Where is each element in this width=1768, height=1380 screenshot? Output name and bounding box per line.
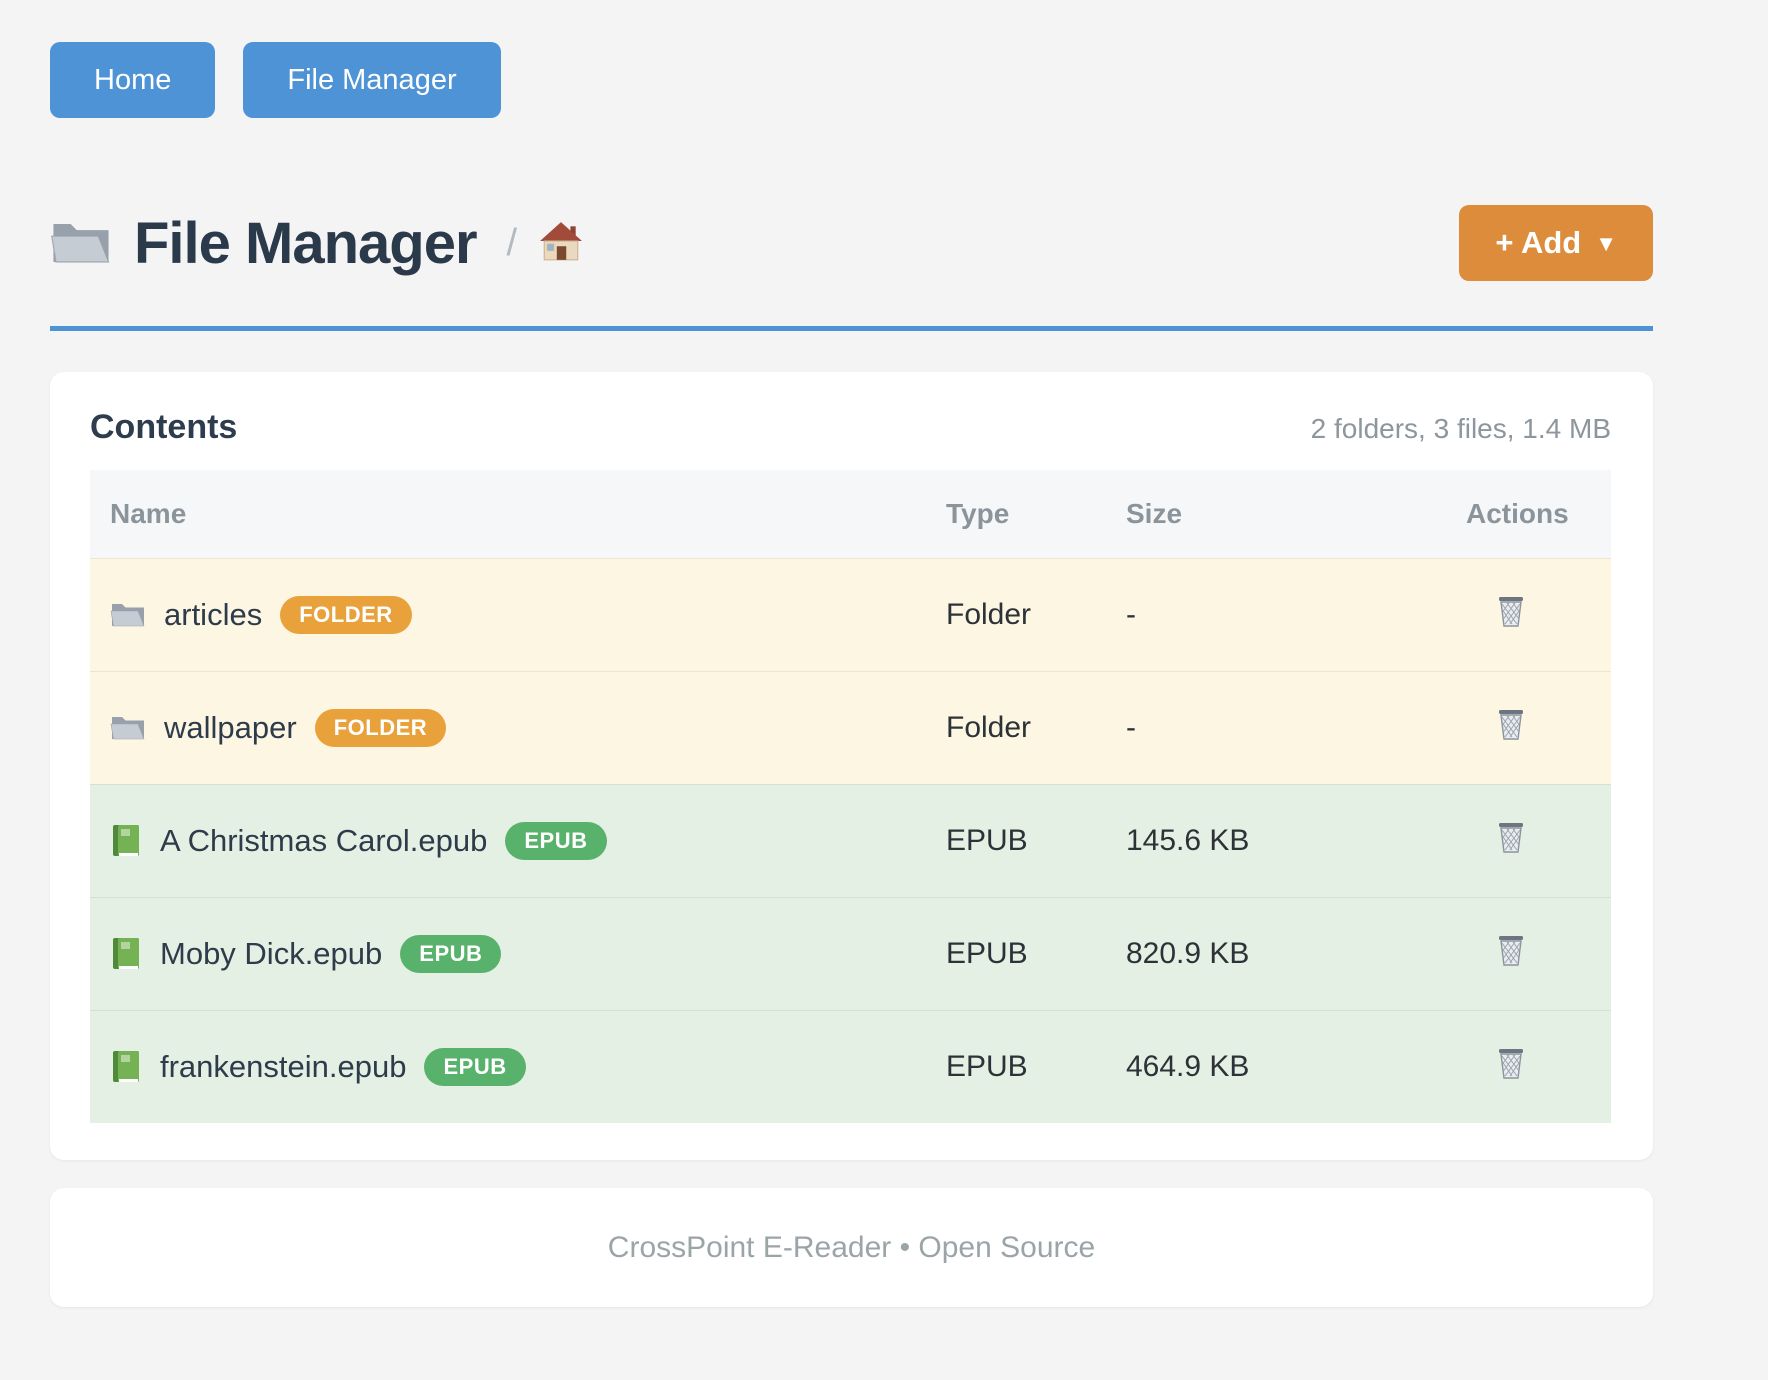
file-name[interactable]: frankenstein.epub bbox=[160, 1049, 406, 1085]
trash-icon bbox=[1494, 593, 1528, 629]
table-header-row: Name Type Size Actions bbox=[90, 470, 1611, 558]
green-book-icon bbox=[110, 823, 142, 859]
table-row[interactable]: Moby Dick.epub EPUB EPUB 820.9 KB bbox=[90, 897, 1611, 1010]
trash-icon bbox=[1494, 706, 1528, 742]
breadcrumb: File Manager / bbox=[50, 210, 583, 277]
page: Home File Manager File Manager / bbox=[50, 0, 1653, 1307]
type-cell-value: Folder bbox=[946, 558, 1126, 671]
trash-icon bbox=[1494, 1045, 1528, 1081]
footer-text: CrossPoint E-Reader • Open Source bbox=[608, 1231, 1095, 1265]
trash-icon bbox=[1494, 932, 1528, 968]
green-book-icon bbox=[110, 1049, 142, 1085]
delete-button[interactable] bbox=[1494, 819, 1528, 855]
contents-summary: 2 folders, 3 files, 1.4 MB bbox=[1311, 413, 1611, 445]
column-header-name: Name bbox=[90, 470, 946, 558]
delete-button[interactable] bbox=[1494, 706, 1528, 742]
type-badge: EPUB bbox=[505, 822, 606, 860]
trash-icon bbox=[1494, 819, 1528, 855]
house-icon bbox=[539, 220, 583, 267]
contents-heading: Contents bbox=[90, 408, 237, 447]
table-row[interactable]: A Christmas Carol.epub EPUB EPUB 145.6 K… bbox=[90, 784, 1611, 897]
file-table: Name Type Size Actions articles FOLDER bbox=[90, 470, 1611, 1123]
header-divider bbox=[50, 326, 1653, 331]
table-row[interactable]: frankenstein.epub EPUB EPUB 464.9 KB bbox=[90, 1010, 1611, 1123]
file-table-body: articles FOLDER Folder - bbox=[90, 558, 1611, 1123]
add-button-label: + Add bbox=[1495, 225, 1581, 261]
folder-icon bbox=[110, 600, 146, 630]
size-cell-value: - bbox=[1126, 558, 1466, 671]
type-badge: EPUB bbox=[400, 935, 501, 973]
folder-icon bbox=[110, 713, 146, 743]
type-cell-value: Folder bbox=[946, 671, 1126, 784]
column-header-actions: Actions bbox=[1466, 470, 1611, 558]
caret-down-icon: ▼ bbox=[1595, 231, 1617, 257]
type-badge: FOLDER bbox=[280, 596, 411, 634]
type-badge: EPUB bbox=[424, 1048, 525, 1086]
file-name[interactable]: wallpaper bbox=[164, 710, 297, 746]
page-title: File Manager bbox=[134, 210, 477, 277]
size-cell-value: 464.9 KB bbox=[1126, 1010, 1466, 1123]
file-name[interactable]: A Christmas Carol.epub bbox=[160, 823, 487, 859]
breadcrumb-separator: / bbox=[507, 222, 518, 265]
top-nav: Home File Manager bbox=[50, 0, 1653, 118]
file-name[interactable]: articles bbox=[164, 597, 262, 633]
table-row[interactable]: wallpaper FOLDER Folder - bbox=[90, 671, 1611, 784]
footer: CrossPoint E-Reader • Open Source bbox=[50, 1188, 1653, 1307]
type-badge: FOLDER bbox=[315, 709, 446, 747]
breadcrumb-home-link[interactable] bbox=[539, 220, 583, 267]
folder-icon bbox=[50, 217, 112, 269]
delete-button[interactable] bbox=[1494, 1045, 1528, 1081]
delete-button[interactable] bbox=[1494, 593, 1528, 629]
green-book-icon bbox=[110, 936, 142, 972]
size-cell-value: - bbox=[1126, 671, 1466, 784]
page-header: File Manager / + Add ▼ bbox=[50, 200, 1653, 286]
home-button[interactable]: Home bbox=[50, 42, 215, 118]
delete-button[interactable] bbox=[1494, 932, 1528, 968]
contents-card: Contents 2 folders, 3 files, 1.4 MB Name… bbox=[50, 372, 1653, 1160]
contents-card-header: Contents 2 folders, 3 files, 1.4 MB bbox=[90, 408, 1611, 447]
type-cell-value: EPUB bbox=[946, 1010, 1126, 1123]
file-manager-button[interactable]: File Manager bbox=[243, 42, 500, 118]
type-cell-value: EPUB bbox=[946, 784, 1126, 897]
add-button[interactable]: + Add ▼ bbox=[1459, 205, 1653, 281]
file-name[interactable]: Moby Dick.epub bbox=[160, 936, 382, 972]
table-row[interactable]: articles FOLDER Folder - bbox=[90, 558, 1611, 671]
size-cell-value: 820.9 KB bbox=[1126, 897, 1466, 1010]
column-header-type: Type bbox=[946, 470, 1126, 558]
size-cell-value: 145.6 KB bbox=[1126, 784, 1466, 897]
type-cell-value: EPUB bbox=[946, 897, 1126, 1010]
column-header-size: Size bbox=[1126, 470, 1466, 558]
